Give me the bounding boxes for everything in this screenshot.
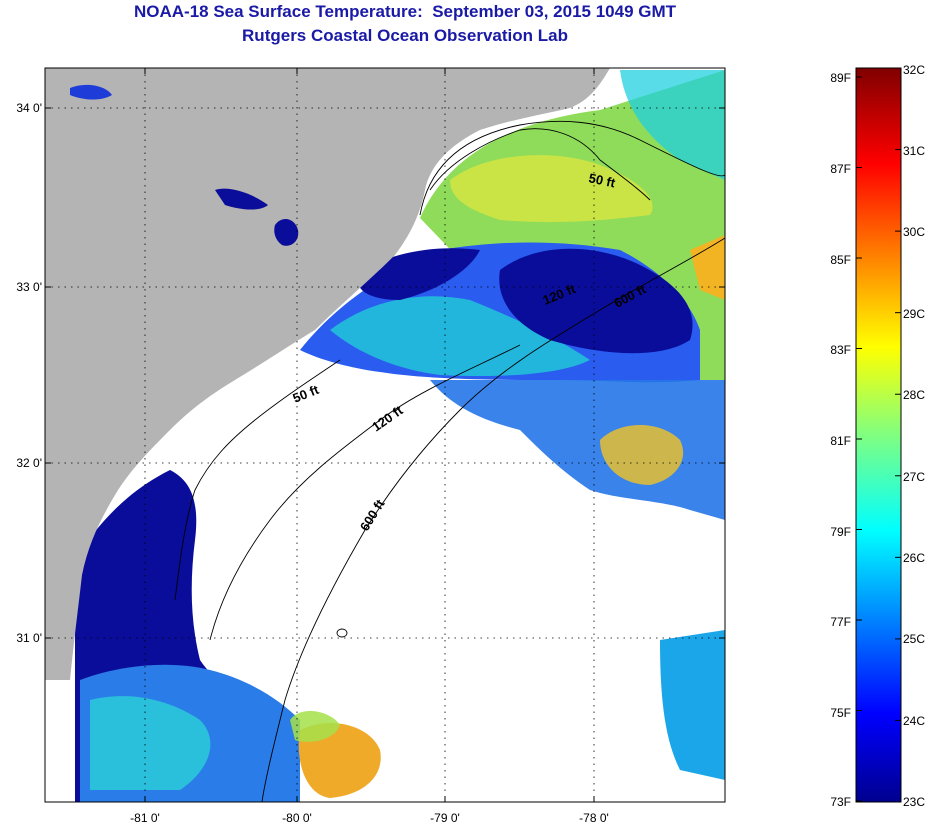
map-title: NOAA-18 Sea Surface Temperature: Septemb… bbox=[133, 2, 677, 21]
sst-cyan-south bbox=[90, 696, 211, 790]
colorbar-c-label: 29C bbox=[903, 307, 925, 321]
inland-lake bbox=[70, 84, 112, 100]
colorbar-f-label: 77F bbox=[830, 615, 851, 629]
sst-green-south bbox=[290, 710, 340, 742]
map-frame bbox=[44, 67, 726, 803]
longitude-label: -80 0' bbox=[282, 811, 312, 825]
isobath-600ft bbox=[261, 237, 725, 802]
latitude-label: 33 0' bbox=[16, 280, 42, 294]
inland-lake bbox=[274, 218, 299, 246]
sst-orange-patch-east bbox=[600, 425, 684, 485]
sst-mixed-east bbox=[430, 380, 725, 520]
colorbar-f-label: 89F bbox=[830, 71, 851, 85]
longitude-label: -79 0' bbox=[430, 811, 460, 825]
colorbar-f-label: 75F bbox=[830, 706, 851, 720]
longitude-label: -78 0' bbox=[579, 811, 609, 825]
isobaths bbox=[174, 120, 725, 802]
isobath-label: 50 ft bbox=[587, 170, 617, 190]
colorbar-f-label: 87F bbox=[830, 162, 851, 176]
colorbar-c-label: 26C bbox=[903, 551, 925, 565]
colorbar-f-label: 79F bbox=[830, 525, 851, 539]
colorbar-f-label: 81F bbox=[830, 434, 851, 448]
colorbar bbox=[855, 67, 902, 803]
map-ticks bbox=[45, 68, 725, 802]
inland-lake bbox=[215, 188, 268, 210]
colorbar-ticks bbox=[856, 67, 901, 803]
longitude-label: -81 0' bbox=[130, 811, 160, 825]
isobath-50ft bbox=[429, 128, 651, 201]
sst-yellow-patch bbox=[450, 155, 653, 223]
sst-map bbox=[45, 68, 725, 802]
map-subtitle: Rutgers Coastal Ocean Observation Lab bbox=[242, 26, 568, 45]
colorbar-c-label: 27C bbox=[903, 470, 925, 484]
sst-southeast-patch bbox=[660, 630, 725, 780]
colorbar-c-label: 31C bbox=[903, 144, 925, 158]
colorbar-c-label: 28C bbox=[903, 388, 925, 402]
sst-orange-patch-ne bbox=[690, 235, 725, 300]
land-coastline bbox=[45, 68, 610, 680]
colorbar-c-label: 32C bbox=[903, 63, 925, 77]
colorbar-c-label: 30C bbox=[903, 225, 925, 239]
sst-cyan-shelf bbox=[330, 296, 590, 377]
latitude-label: 34 0' bbox=[16, 101, 42, 115]
sst-cold-upwelling bbox=[499, 248, 693, 354]
graticule bbox=[45, 68, 725, 802]
isobath-120ft-south bbox=[209, 344, 521, 641]
colorbar-c-label: 24C bbox=[903, 714, 925, 728]
latitude-label: 31 0' bbox=[16, 631, 42, 645]
sst-orange-south bbox=[298, 722, 381, 798]
sst-cyan-patch bbox=[620, 70, 725, 180]
latitude-label: 32 0' bbox=[16, 456, 42, 470]
colorbar-c-label: 25C bbox=[903, 632, 925, 646]
isobath-120ft bbox=[419, 120, 725, 216]
colorbar-c-label: 23C bbox=[903, 795, 925, 809]
colorbar-f-label: 73F bbox=[830, 795, 851, 809]
colorbar-f-label: 83F bbox=[830, 343, 851, 357]
isobath-50ft-south bbox=[174, 359, 341, 601]
colorbar-f-label: 85F bbox=[830, 253, 851, 267]
